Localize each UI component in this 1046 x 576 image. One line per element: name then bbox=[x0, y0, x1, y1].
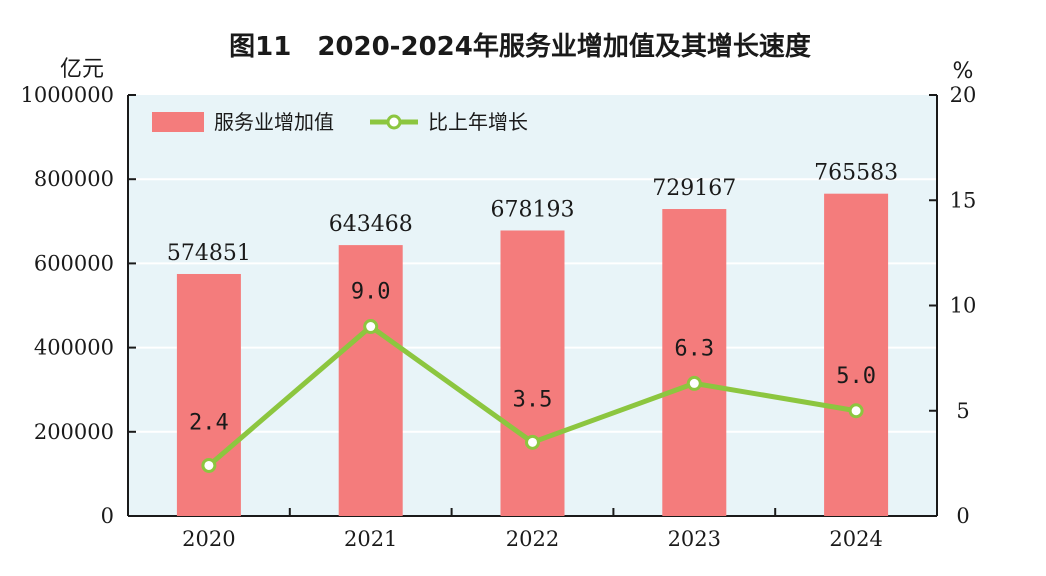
line-data-label: 5.0 bbox=[836, 364, 876, 389]
bar bbox=[176, 273, 241, 516]
line-data-label: 9.0 bbox=[351, 280, 391, 305]
y-tick-label: 0 bbox=[101, 504, 114, 528]
y2-tick-label: 10 bbox=[950, 294, 977, 318]
y2-axis-unit-label: % bbox=[953, 59, 974, 84]
y-tick-label: 200000 bbox=[34, 420, 114, 444]
legend-line-marker bbox=[386, 114, 402, 130]
x-tick-label: 2021 bbox=[344, 527, 397, 551]
x-tick-label: 2023 bbox=[668, 527, 721, 551]
plot-area: 0 200000 400000 600000 800000 1000000 0 5 10 15 20… bbox=[20, 83, 976, 551]
bar-data-label: 574851 bbox=[167, 241, 251, 266]
y-tick-label: 400000 bbox=[34, 336, 114, 360]
bar-data-label: 678193 bbox=[491, 197, 575, 222]
line-point bbox=[686, 375, 702, 391]
y2-tick-label: 20 bbox=[950, 83, 977, 107]
bar bbox=[500, 230, 565, 516]
line-point bbox=[525, 434, 540, 450]
y2-tick-label: 0 bbox=[956, 504, 969, 528]
chart-title: 图11 2020-2024年服务业增加值及其增长速度 bbox=[229, 31, 811, 62]
y-tick-label: 1000000 bbox=[20, 83, 114, 107]
line-point bbox=[363, 319, 379, 335]
y-tick-label: 600000 bbox=[34, 251, 114, 275]
bar bbox=[662, 209, 727, 516]
line-data-label: 6.3 bbox=[674, 336, 714, 361]
line-point bbox=[848, 403, 864, 419]
bar-data-label: 729167 bbox=[652, 176, 736, 201]
bar-data-label: 765583 bbox=[814, 161, 898, 186]
legend-bar-swatch bbox=[152, 112, 204, 132]
bar-data-label: 643468 bbox=[329, 212, 413, 237]
y-tick-label: 800000 bbox=[34, 167, 114, 191]
line-data-label: 3.5 bbox=[513, 387, 553, 412]
y-axis-unit-label: 亿元 bbox=[60, 57, 104, 82]
x-tick-label: 2020 bbox=[182, 527, 235, 551]
x-tick-label: 2022 bbox=[506, 527, 559, 551]
line-point bbox=[201, 457, 217, 473]
y2-tick-label: 5 bbox=[956, 399, 969, 423]
line-data-label: 2.4 bbox=[189, 410, 229, 435]
bar bbox=[338, 245, 403, 516]
y2-tick-label: 15 bbox=[950, 188, 977, 212]
x-tick-label: 2024 bbox=[829, 527, 882, 551]
legend-bar-label: 服务业增加值 bbox=[214, 110, 334, 134]
bar bbox=[824, 193, 889, 516]
legend-line-label: 比上年增长 bbox=[428, 110, 528, 134]
